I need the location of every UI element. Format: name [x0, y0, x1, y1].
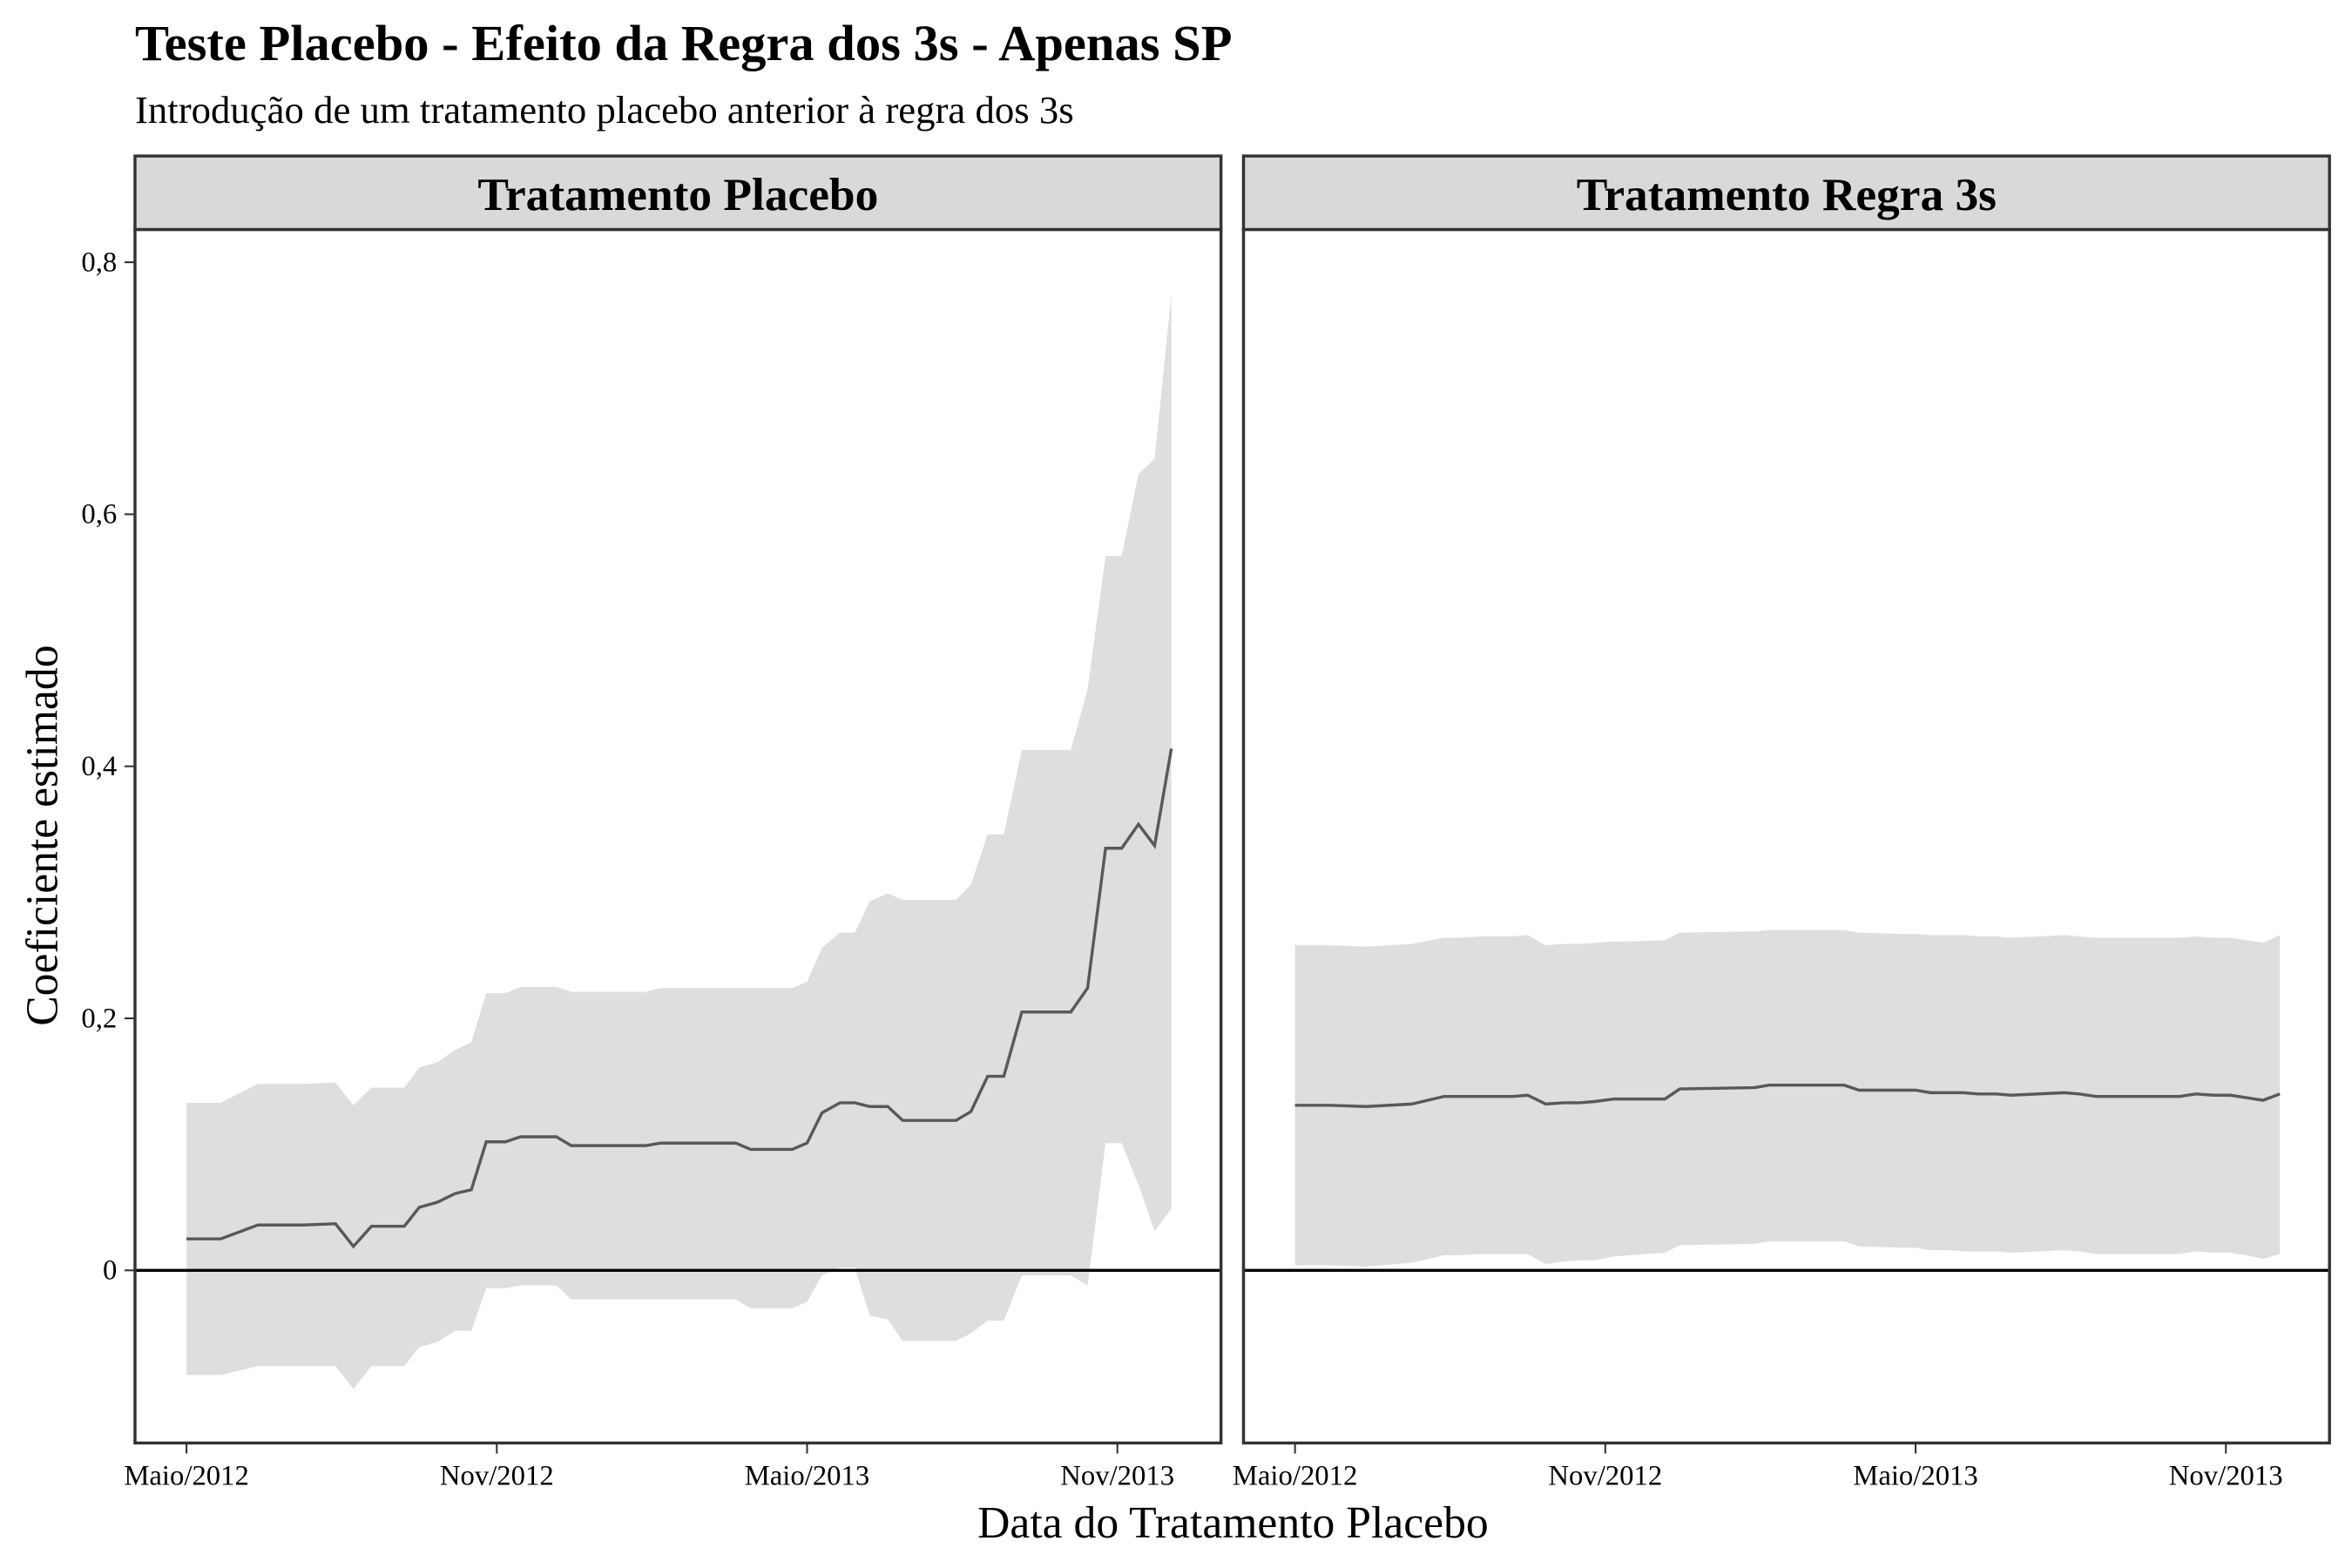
x-tick-label: Maio/2012	[1233, 1461, 1358, 1492]
confidence-band	[1294, 929, 2281, 1267]
confidence-band	[186, 294, 1172, 1389]
y-tick-label: 0	[103, 1255, 117, 1287]
facet-label: Tratamento Regra 3s	[1577, 168, 1997, 220]
y-axis-label: Coeficiente estimado	[17, 645, 67, 1025]
y-tick-label: 0,6	[81, 499, 117, 531]
x-tick-label: Maio/2013	[745, 1461, 870, 1492]
x-tick-label: Nov/2013	[1060, 1461, 1174, 1492]
estimate-line	[186, 748, 1173, 1249]
facet-strip	[133, 154, 1223, 232]
chart-subtitle: Introdução de um tratamento placebo ante…	[135, 88, 1074, 132]
facet-label: Tratamento Placebo	[477, 168, 878, 220]
x-tick-label: Maio/2013	[1853, 1461, 1978, 1492]
y-tick-label: 0,2	[81, 1003, 117, 1034]
chart-title: Teste Placebo - Efeito da Regra dos 3s -…	[135, 15, 1232, 71]
estimate-line	[1294, 1083, 2281, 1109]
x-tick-label: Nov/2012	[1548, 1461, 1662, 1492]
facet-strip	[1241, 154, 2331, 232]
x-tick-label: Maio/2012	[124, 1461, 249, 1492]
y-tick-label: 0,4	[81, 751, 117, 782]
x-tick-label: Nov/2013	[2169, 1461, 2283, 1492]
y-tick-label: 0,8	[81, 247, 117, 278]
x-tick-label: Nov/2012	[440, 1461, 554, 1492]
x-axis-label: Data do Tratamento Placebo	[977, 1498, 1489, 1548]
